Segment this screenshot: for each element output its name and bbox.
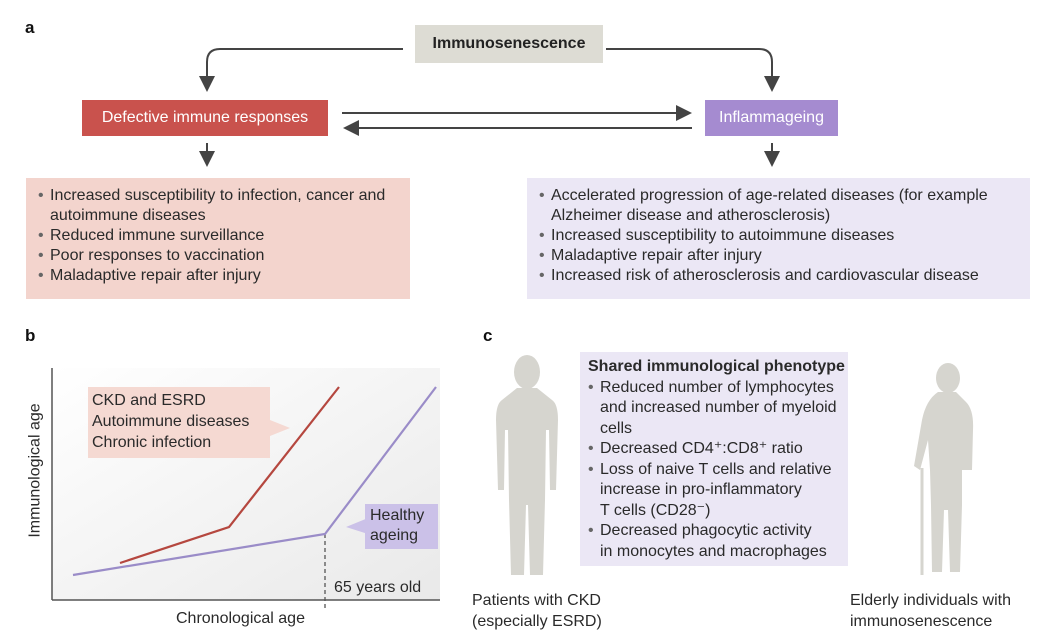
list-item: Accelerated progression of age-related d… [539,186,1018,226]
elderly-caption: Elderly individuals with immunosenescenc… [850,590,1011,632]
patient-caption: Patients with CKD (especially ESRD) [472,590,602,632]
age-65-label: 65 years old [334,579,422,596]
y-axis-label: Immunological age [26,403,44,538]
elderly-silhouette [914,363,974,575]
caption-line: Elderly individuals with [850,592,1011,609]
disease-label-box [88,387,270,458]
healthy-label-line: Healthy [370,507,425,524]
patient-silhouette [496,355,558,575]
healthy-line [72,386,437,577]
x-axis-label: Chronological age [176,610,305,627]
healthy-label: Healthy ageing [370,506,424,546]
inflammageing-consequences-list: Accelerated progression of age-related d… [527,178,1030,299]
disease-label-line: Chronic infection [92,434,212,451]
healthy-label-box [365,504,438,549]
healthy-label-pointer [346,518,368,534]
defective-immune-responses-box: Defective immune responses [82,100,328,136]
list-item: Increased susceptibility to infection, c… [38,186,398,226]
list-item: • Reduced number of lymphocytes and increa… [588,378,837,437]
disease-label-line: Autoimmune diseases [92,413,250,430]
list-item: Poor responses to vaccination [38,246,398,266]
list-item: Increased susceptibility to autoimmune d… [539,226,1018,246]
list-item: Maladaptive repair after injury [38,266,398,286]
disease-label-line: CKD and ESRD [92,392,206,409]
immunosenescence-box: Immunosenescence [415,25,603,63]
caption-line: (especially ESRD) [472,613,602,630]
caption-line: Patients with CKD [472,592,601,609]
panel-c-label: c [483,326,493,345]
defective-consequences-list: Increased susceptibility to infection, c… [26,178,410,299]
list-item: Reduced immune surveillance [38,226,398,246]
phenotype-title: Shared immunological phenotype [588,358,845,375]
inflammageing-box: Inflammageing [705,100,838,136]
panel-b-label: b [25,326,36,345]
panel-a-label: a [25,18,35,37]
healthy-label-line: ageing [370,527,419,544]
list-item: • Decreased CD4⁺:CD8⁺ ratio [588,440,803,457]
disease-label-pointer [265,418,290,438]
arrow-to-inflammageing [606,48,780,92]
caption-line: immunosenescence [850,613,993,630]
disease-line [119,386,340,565]
arrow-to-defective [199,48,403,92]
list-item: • Decreased phagocytic activity in monocyt… [588,522,827,560]
list-item: Maladaptive repair after injury [539,246,1018,266]
disease-label: CKD and ESRD Autoimmune diseases Chronic… [92,390,249,453]
list-item: • Loss of naive T cells and relative incre… [588,460,832,519]
list-item: Increased risk of atherosclerosis and ca… [539,266,1018,286]
shared-phenotype-box: Shared immunological phenotype • Reduced … [580,352,848,566]
